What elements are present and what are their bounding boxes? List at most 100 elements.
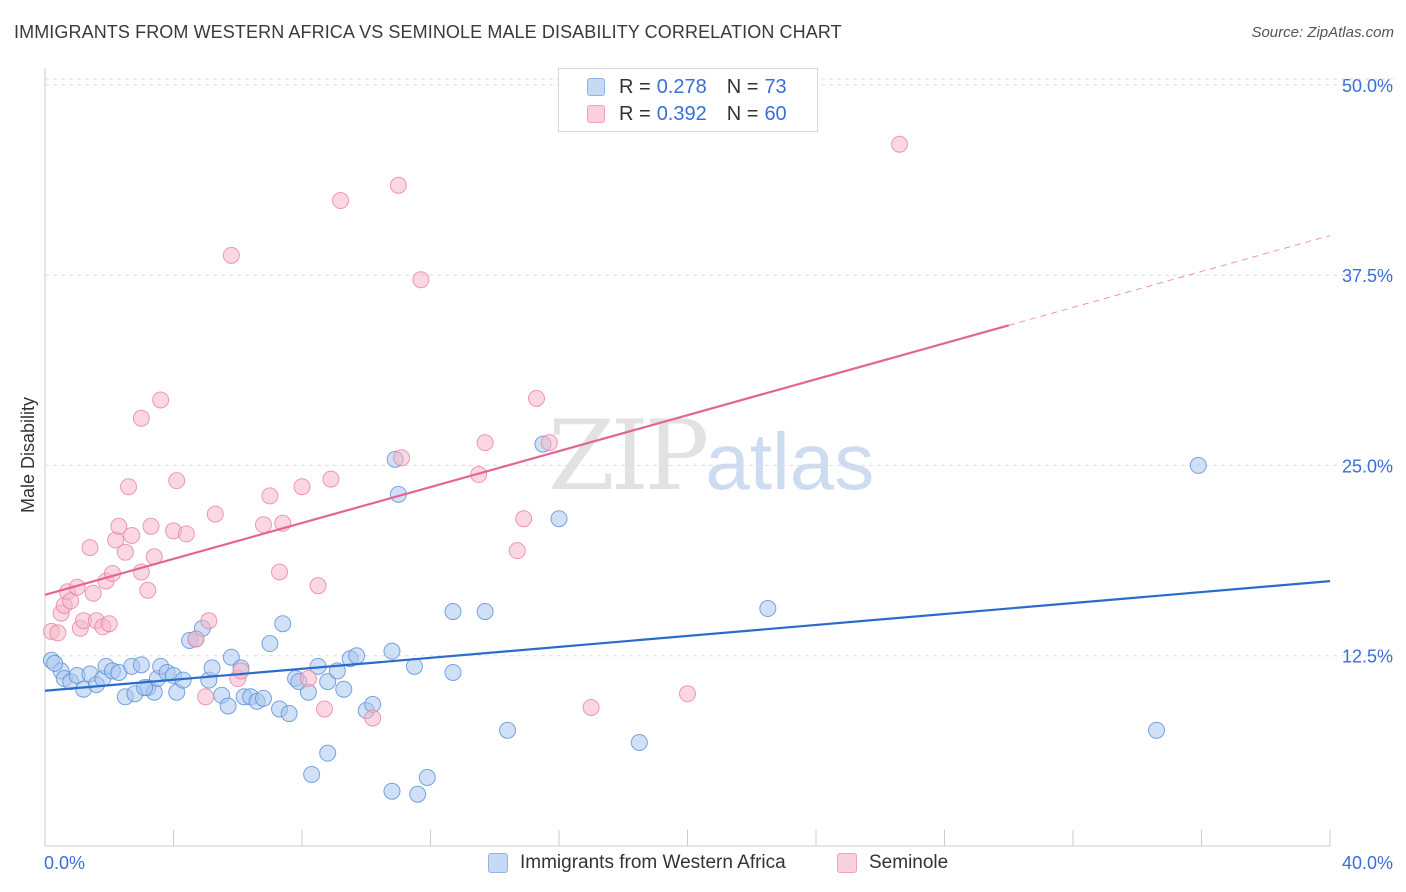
- seminole-point: [679, 685, 696, 703]
- x-tick-label: 0.0%: [44, 853, 85, 873]
- seminole-point: [540, 434, 558, 452]
- seminole-point: [49, 624, 67, 642]
- legend-r-value: 0.392: [656, 102, 707, 125]
- western-africa-trendline: [44, 580, 1331, 692]
- seminole-point: [152, 391, 170, 409]
- watermark-atlas: atlas: [705, 417, 875, 506]
- western-africa-point: [409, 785, 427, 803]
- seminole-point: [515, 510, 533, 528]
- watermark-zip: ZIP: [548, 400, 709, 512]
- seminole-point: [528, 389, 546, 407]
- seminole-point: [100, 615, 118, 633]
- seminole-point: [582, 698, 600, 716]
- western-africa-point: [1189, 456, 1207, 474]
- western-africa-point: [759, 600, 777, 618]
- seminole-point: [132, 409, 150, 427]
- seminole-point: [254, 516, 272, 534]
- legend-n-value: 73: [764, 75, 787, 98]
- western-africa-point: [280, 705, 298, 723]
- western-africa-point: [203, 659, 221, 677]
- source-label: Source: ZipAtlas.com: [1251, 24, 1394, 41]
- western-africa-point: [319, 673, 337, 691]
- western-africa-point: [219, 697, 237, 715]
- legend-n-value: 60: [764, 102, 787, 125]
- western-africa-point: [348, 647, 366, 665]
- seminole-point: [332, 192, 350, 210]
- western-africa-point: [254, 689, 272, 707]
- y-tick-label: 25.0%: [1342, 456, 1393, 476]
- seminole-point: [110, 517, 128, 535]
- y-tick-label: 12.5%: [1342, 647, 1393, 667]
- seminole-point: [123, 526, 141, 544]
- seminole-point: [206, 505, 224, 523]
- bottom-legend-seminole: Seminole: [837, 852, 948, 874]
- western-africa-point: [630, 733, 648, 751]
- seminole-point: [315, 700, 333, 718]
- seminole-point: [393, 449, 411, 467]
- legend-r-label: R =: [619, 102, 651, 125]
- seminole-point: [84, 584, 102, 602]
- seminole-point: [116, 543, 134, 561]
- seminole-point: [293, 478, 311, 496]
- seminole-point: [187, 630, 205, 648]
- western-africa-point: [46, 654, 64, 672]
- western-africa-point: [319, 744, 337, 762]
- seminole-point: [200, 612, 218, 630]
- seminole-trendline-extension: [1008, 235, 1331, 326]
- legend-swatch-western-africa: [587, 78, 605, 96]
- y-tick-label: 50.0%: [1342, 76, 1393, 96]
- seminole-point: [364, 709, 382, 727]
- legend-row-seminole: R = 0.392 N = 60: [587, 102, 787, 126]
- seminole-point: [322, 470, 340, 488]
- seminole-point: [232, 662, 250, 680]
- seminole-point: [476, 434, 494, 452]
- western-africa-point: [444, 663, 462, 681]
- y-axis-title: Male Disability: [18, 397, 38, 513]
- seminole-point: [389, 176, 407, 194]
- legend-swatch-seminole: [587, 105, 605, 123]
- western-africa-point: [335, 680, 353, 698]
- seminole-point: [261, 487, 279, 505]
- western-africa-point: [476, 603, 494, 621]
- seminole-point: [142, 517, 160, 535]
- seminole-point: [222, 246, 240, 264]
- legend-n-label: N =: [726, 102, 759, 125]
- legend-r-label: R =: [619, 75, 651, 98]
- seminole-point: [197, 688, 215, 706]
- legend-row-western-africa: R = 0.278 N = 73: [587, 75, 787, 99]
- seminole-point: [412, 271, 430, 289]
- bottom-legend-label-seminole: Seminole: [869, 852, 949, 873]
- x-tick-label: 40.0%: [1342, 853, 1393, 873]
- western-africa-point: [136, 679, 154, 697]
- seminole-point: [168, 472, 186, 490]
- western-africa-point: [499, 721, 517, 739]
- western-africa-point: [132, 656, 150, 674]
- bottom-legend-swatch-western-africa: [488, 853, 508, 873]
- seminole-point: [271, 563, 289, 581]
- seminole-point: [81, 539, 99, 557]
- bottom-legend-swatch-seminole: [837, 853, 857, 873]
- bottom-legend-label-western-africa: Immigrants from Western Africa: [520, 852, 786, 873]
- seminole-point: [508, 542, 526, 560]
- western-africa-point: [274, 615, 292, 633]
- seminole-point: [177, 525, 195, 543]
- western-africa-point: [550, 510, 568, 528]
- western-africa-point: [383, 642, 401, 660]
- western-africa-point: [222, 648, 240, 666]
- western-africa-point: [1148, 721, 1166, 739]
- legend-r-value: 0.278: [656, 75, 707, 98]
- stats-legend: R = 0.278 N = 73 R = 0.392 N = 60: [558, 68, 818, 132]
- chart-title: IMMIGRANTS FROM WESTERN AFRICA VS SEMINO…: [14, 22, 842, 42]
- seminole-point: [891, 135, 909, 153]
- seminole-point: [299, 670, 317, 688]
- watermark: ZIPatlas: [548, 400, 874, 512]
- legend-n-label: N =: [726, 75, 759, 98]
- western-africa-point: [444, 603, 462, 621]
- bottom-legend-western-africa: Immigrants from Western Africa: [488, 852, 786, 874]
- seminole-point: [120, 478, 138, 496]
- y-tick-label: 37.5%: [1342, 266, 1393, 286]
- seminole-point: [62, 592, 80, 610]
- western-africa-point: [261, 635, 279, 653]
- western-africa-point: [383, 782, 401, 800]
